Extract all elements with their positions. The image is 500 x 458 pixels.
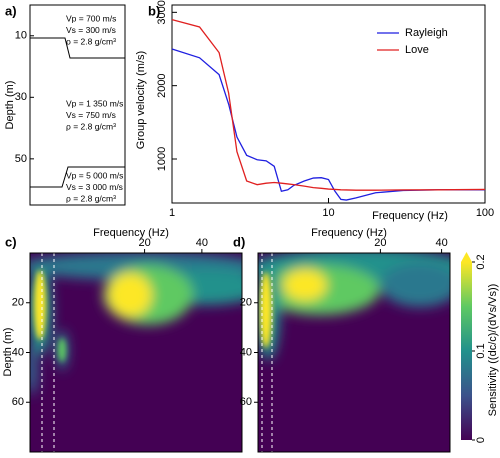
y-tick-label: 20	[240, 297, 252, 309]
x-tick-label: 10	[322, 207, 334, 219]
heatmap	[30, 253, 242, 452]
layer-text: Vs = 3 000 m/s	[66, 182, 123, 192]
y-tick-label: 1000	[156, 147, 168, 171]
x-axis-label: Frequency (Hz)	[311, 227, 387, 239]
axes-frame	[29, 4, 126, 206]
x-tick-label: 40	[435, 237, 447, 249]
panel-label: b)	[148, 3, 160, 18]
panel-label: d)	[233, 234, 245, 249]
colorbar-tick-label: 0	[475, 437, 487, 443]
y-tick-label: 2000	[156, 73, 168, 97]
y-axis-label: Group velocity (m/s)	[135, 51, 147, 149]
colorbar-label: Sensitivity ((dc/c)/(dVs/Vs))	[487, 284, 499, 417]
y-tick-label: 60	[12, 396, 24, 408]
layer-text: Vs = 750 m/s	[66, 110, 116, 120]
colorbar-tick-label: 0.2	[475, 254, 487, 269]
legend-label: Rayleigh	[405, 27, 448, 39]
panel-label: a)	[5, 3, 17, 18]
series-line	[171, 19, 486, 191]
colorbar	[461, 262, 472, 440]
x-tick-label: 20	[138, 237, 150, 249]
x-axis-label: Frequency (Hz)	[93, 227, 169, 239]
legend-label: Love	[405, 44, 429, 56]
layer-text: Vp = 1 350 m/s	[66, 98, 123, 108]
heatmap	[258, 253, 450, 452]
y-tick-label: 40	[240, 346, 252, 358]
y-tick-label: 20	[12, 297, 24, 309]
panel-label: c)	[5, 234, 17, 249]
y-tick-label: 30	[15, 91, 27, 103]
layer-text: ρ = 2.8 g/cm³	[66, 121, 116, 131]
x-tick-label: 40	[196, 237, 208, 249]
layer-text: ρ = 2.8 g/cm³	[66, 36, 116, 46]
x-tick-label: 1	[169, 207, 175, 219]
y-tick-label: 3000	[156, 0, 168, 24]
interface	[30, 166, 125, 188]
series-line	[171, 48, 485, 201]
layer-text: ρ = 2.8 g/cm³	[66, 193, 116, 203]
y-tick-label: 60	[240, 396, 252, 408]
colorbar-tick-label: 0.1	[475, 343, 487, 358]
y-tick-label: 40	[12, 346, 24, 358]
y-tick-label: 10	[15, 30, 27, 42]
x-tick-label: 100	[476, 207, 494, 219]
layer-text: Vs = 300 m/s	[66, 25, 116, 35]
colorbar-extend	[461, 252, 472, 262]
layer-text: Vp = 5 000 m/s	[66, 170, 123, 180]
y-tick-label: 50	[15, 153, 27, 165]
y-axis-label: Depth (m)	[2, 328, 14, 377]
interface	[30, 37, 125, 59]
x-axis-label: Frequency (Hz)	[372, 210, 448, 222]
y-axis-label: Depth (m)	[4, 81, 16, 130]
layer-text: Vp = 700 m/s	[66, 13, 116, 23]
x-tick-label: 20	[374, 237, 386, 249]
